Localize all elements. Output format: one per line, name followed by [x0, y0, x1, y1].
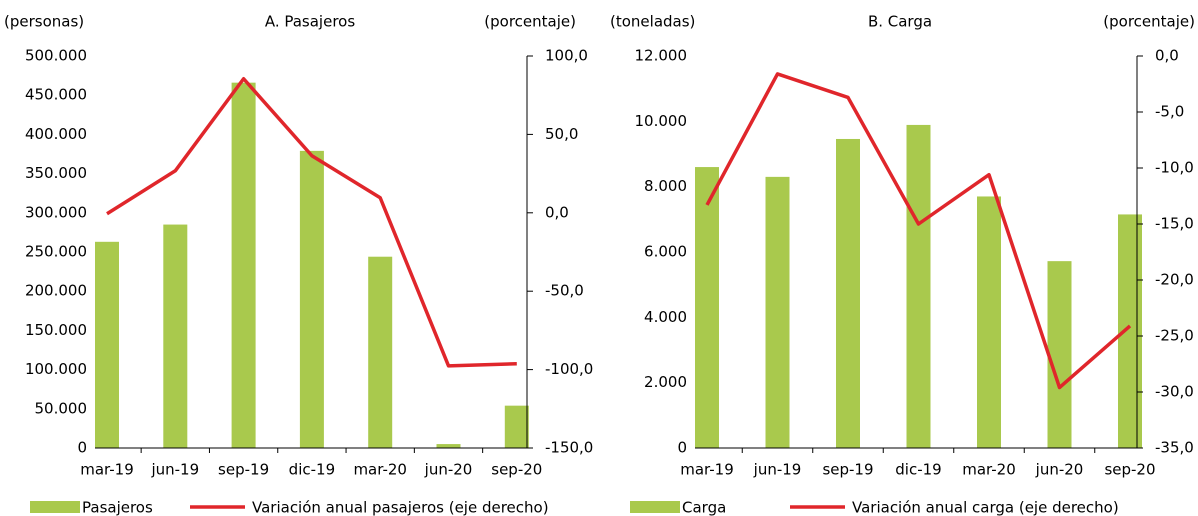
y2-tick-label: -35,0: [1155, 439, 1194, 457]
y2-tick-label: -150,0: [545, 439, 593, 457]
legend-label: Pasajeros: [82, 499, 153, 516]
x-tick-label: jun-19: [753, 461, 802, 479]
y-tick-label: 12.000: [635, 47, 688, 65]
y-tick-label: 450.000: [25, 86, 87, 104]
y2-tick-label: -10,0: [1155, 159, 1194, 177]
y-tick-label: 500.000: [25, 47, 87, 65]
x-tick-label: dic-19: [895, 461, 941, 479]
bar: [163, 224, 188, 448]
y-tick-label: 100.000: [25, 360, 87, 378]
bar: [504, 405, 529, 448]
y2-tick-label: 0,0: [1155, 47, 1179, 65]
x-tick-label: sep-20: [491, 461, 542, 479]
x-tick-label: jun-20: [424, 461, 473, 479]
bar: [436, 444, 461, 448]
x-tick-label: mar-19: [80, 461, 134, 479]
y2-axis-label: (porcentaje): [484, 13, 576, 31]
y-tick-label: 10.000: [635, 112, 688, 130]
y2-tick-label: -30,0: [1155, 383, 1194, 401]
y-tick-label: 150.000: [25, 321, 87, 339]
y-tick-label: 0: [677, 439, 687, 457]
legend-label: Variación anual pasajeros (eje derecho): [252, 499, 549, 516]
y-tick-label: 6.000: [644, 243, 687, 261]
legend-label: Carga: [682, 499, 726, 516]
x-tick-label: sep-19: [218, 461, 269, 479]
y2-tick-label: -50,0: [545, 282, 584, 300]
y-tick-label: 8.000: [644, 177, 687, 195]
x-tick-label: sep-19: [822, 461, 873, 479]
line-series: [705, 72, 1132, 390]
y2-axis-label: (porcentaje): [1103, 13, 1195, 31]
y2-tick-label: -5,0: [1155, 103, 1184, 121]
bar: [695, 167, 719, 449]
y-tick-label: 4.000: [644, 308, 687, 326]
bar: [906, 124, 931, 448]
y-axis-label: (personas): [4, 13, 84, 31]
bar: [977, 196, 1001, 448]
legend-swatch: [30, 501, 80, 513]
chart-title: A. Pasajeros: [265, 13, 356, 31]
bar: [765, 176, 790, 448]
bar: [299, 150, 324, 448]
chart-title: B. Carga: [868, 13, 932, 31]
y-tick-label: 0: [77, 439, 87, 457]
legend-label: Variación anual carga (eje derecho): [852, 499, 1119, 516]
y2-tick-label: 0,0: [545, 203, 569, 221]
y2-tick-label: -25,0: [1155, 327, 1194, 345]
x-tick-label: jun-20: [1035, 461, 1084, 479]
bar: [836, 138, 860, 448]
y-tick-label: 400.000: [25, 125, 87, 143]
line-series: [106, 76, 517, 368]
y-tick-label: 350.000: [25, 164, 87, 182]
x-tick-label: mar-20: [962, 461, 1016, 479]
y-tick-label: 250.000: [25, 243, 87, 261]
y2-tick-label: 100,0: [545, 47, 588, 65]
y2-tick-label: -15,0: [1155, 215, 1194, 233]
y-tick-label: 200.000: [25, 282, 87, 300]
y-tick-label: 300.000: [25, 203, 87, 221]
y-tick-label: 50.000: [35, 399, 88, 417]
y-tick-label: 2.000: [644, 373, 687, 391]
x-tick-label: mar-20: [353, 461, 407, 479]
y2-tick-label: -20,0: [1155, 271, 1194, 289]
bar: [95, 241, 119, 448]
y-axis-label: (toneladas): [610, 13, 695, 31]
x-tick-label: mar-19: [680, 461, 734, 479]
legend-swatch: [630, 501, 680, 513]
x-tick-label: dic-19: [289, 461, 335, 479]
bar: [1047, 261, 1072, 448]
bar: [231, 82, 256, 448]
y2-tick-label: -100,0: [545, 360, 593, 378]
bar: [368, 256, 393, 448]
x-tick-label: jun-19: [150, 461, 199, 479]
x-tick-label: sep-20: [1104, 461, 1155, 479]
y2-tick-label: 50,0: [545, 125, 578, 143]
